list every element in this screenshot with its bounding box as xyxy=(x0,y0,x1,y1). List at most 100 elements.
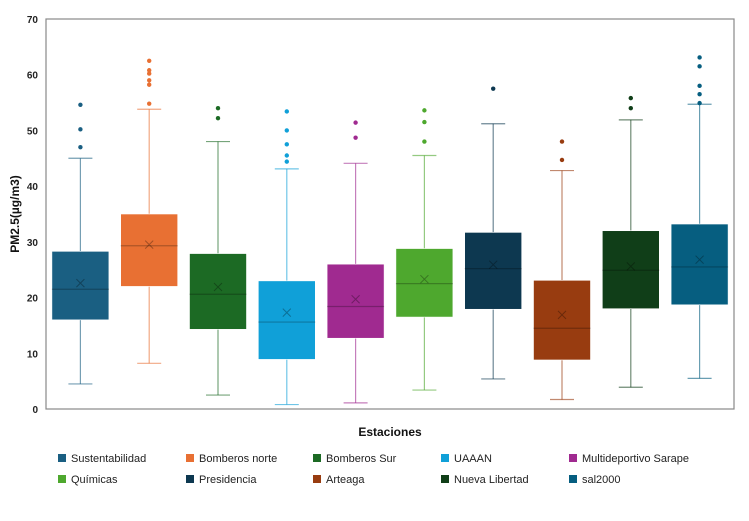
outlier-point xyxy=(78,102,83,108)
iqr-box xyxy=(670,223,729,306)
legend-item: Nueva Libertad xyxy=(441,474,529,486)
mean-marker xyxy=(351,294,360,304)
box-multideportivo-sarape xyxy=(326,120,385,404)
outlier-point xyxy=(147,82,152,87)
y-tick-label: 30 xyxy=(27,238,39,249)
legend-swatch xyxy=(313,475,321,483)
legend-label: Químicas xyxy=(71,474,118,486)
outlier-point xyxy=(628,95,633,101)
legend-swatch xyxy=(58,475,66,483)
outlier-point xyxy=(147,68,152,73)
iqr-box xyxy=(189,253,247,330)
legend-item: Arteaga xyxy=(313,474,365,486)
legend-label: Presidencia xyxy=(199,474,257,486)
y-tick-label: 0 xyxy=(32,405,38,416)
legend-swatch xyxy=(569,454,577,462)
box-nueva-libertad xyxy=(601,95,660,388)
iqr-box xyxy=(257,280,316,360)
outlier-point xyxy=(78,127,83,132)
legend-swatch xyxy=(569,475,577,483)
legend-item: Sustentabilidad xyxy=(58,453,146,465)
box-bomberos-sur xyxy=(189,105,247,396)
outlier-point xyxy=(353,120,358,125)
legend-item: UAAAN xyxy=(441,453,492,465)
y-tick-label: 50 xyxy=(27,126,39,137)
outlier-point xyxy=(559,157,565,163)
legend-label: Nueva Libertad xyxy=(454,474,529,486)
iqr-box xyxy=(601,230,660,310)
box-presidencia xyxy=(464,86,523,380)
legend-item: sal2000 xyxy=(569,474,621,486)
legend-item: Bomberos norte xyxy=(186,453,277,465)
outlier-point xyxy=(284,159,289,164)
legend-item: Bomberos Sur xyxy=(313,453,397,465)
outlier-point xyxy=(147,78,152,83)
mean-marker xyxy=(76,278,85,288)
iqr-box xyxy=(120,213,178,287)
legend-swatch xyxy=(441,454,449,462)
legend-item: Químicas xyxy=(58,474,118,486)
legend: Sustentabilidad Bomberos norte Bomberos Su… xyxy=(58,453,689,486)
iqr-box xyxy=(533,279,591,361)
iqr-box xyxy=(326,263,385,339)
legend-item: Presidencia xyxy=(186,474,257,486)
outlier-point xyxy=(215,115,221,121)
legend-label: Bomberos Sur xyxy=(326,453,397,465)
legend-label: Sustentabilidad xyxy=(71,453,146,465)
legend-item: Multideportivo Sarape xyxy=(569,453,689,465)
legend-swatch xyxy=(441,475,449,483)
outlier-point xyxy=(78,144,83,150)
iqr-box xyxy=(51,251,110,321)
outlier-point xyxy=(697,92,702,97)
mean-marker xyxy=(420,274,429,284)
outlier-point xyxy=(147,71,152,76)
mean-marker xyxy=(626,262,636,271)
y-tick-label: 60 xyxy=(27,71,39,82)
legend-label: Bomberos norte xyxy=(199,453,277,465)
legend-swatch xyxy=(58,454,66,462)
x-axis-label: Estaciones xyxy=(358,425,422,439)
y-tick-label: 20 xyxy=(27,294,39,305)
outlier-point xyxy=(697,55,702,60)
y-tick-label: 10 xyxy=(27,349,39,360)
legend-swatch xyxy=(186,475,194,483)
outlier-point xyxy=(284,142,289,147)
legend-swatch xyxy=(313,454,321,462)
outlier-point xyxy=(284,128,289,133)
mean-marker xyxy=(557,310,567,320)
iqr-box xyxy=(395,248,454,318)
legend-label: UAAAN xyxy=(454,453,492,465)
outlier-point xyxy=(284,109,289,114)
box-químicas xyxy=(395,108,454,391)
legend-swatch xyxy=(186,454,194,462)
box-uaaan xyxy=(257,109,316,406)
mean-marker xyxy=(488,260,498,270)
iqr-box xyxy=(464,232,523,310)
legend-label: sal2000 xyxy=(582,474,621,486)
outlier-point xyxy=(697,100,702,106)
outlier-point xyxy=(147,58,152,63)
outlier-point xyxy=(628,105,633,111)
box-sustentabilidad xyxy=(51,102,110,385)
mean-marker xyxy=(282,308,292,317)
legend-label: Arteaga xyxy=(326,474,365,486)
legend-label: Multideportivo Sarape xyxy=(582,453,689,465)
outlier-point xyxy=(697,64,702,69)
outlier-point xyxy=(147,101,152,106)
outlier-point xyxy=(284,153,289,158)
outlier-point xyxy=(215,105,221,111)
mean-marker xyxy=(144,240,154,249)
outlier-point xyxy=(422,119,427,125)
outlier-point xyxy=(491,86,496,91)
box-sal2000 xyxy=(670,55,729,379)
y-tick-label: 70 xyxy=(27,15,39,26)
box-arteaga xyxy=(533,139,591,401)
y-axis-label: PM2.5(µg/m3) xyxy=(8,175,22,253)
mean-marker xyxy=(213,282,223,292)
outlier-point xyxy=(353,135,358,140)
box-bomberos-norte xyxy=(120,58,178,364)
outlier-point xyxy=(422,108,427,113)
outlier-point xyxy=(559,139,565,144)
outlier-point xyxy=(697,83,702,89)
